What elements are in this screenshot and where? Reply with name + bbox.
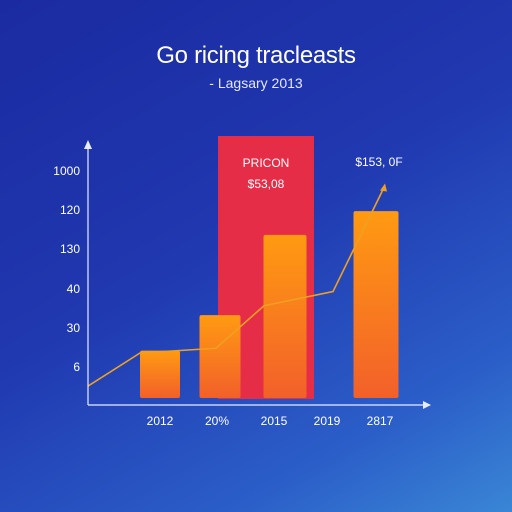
chart-title: Go ricing tracleasts [156, 42, 356, 69]
y-tick-label: 120 [60, 203, 80, 217]
trend-line-arrowhead [380, 183, 387, 192]
x-tick-label: 2817 [367, 414, 394, 428]
y-tick-label: 30 [67, 321, 81, 335]
y-tick-label: 6 [73, 360, 80, 374]
bar-2012 [140, 350, 180, 398]
x-tick-label: 2019 [314, 414, 341, 428]
bar-20% [199, 315, 241, 398]
peak-annotation: $153, 0F [355, 155, 402, 169]
y-tick-label: 130 [60, 242, 80, 256]
bar-2817 [353, 211, 399, 398]
highlight-value-label: $53,08 [248, 177, 285, 191]
y-axis-arrowhead [84, 140, 92, 149]
highlight-label: PRICON [243, 156, 290, 170]
chart-subtitle: - Lagsary 2013 [209, 75, 303, 91]
trend-line [87, 187, 385, 387]
x-tick-label: 2015 [261, 414, 288, 428]
y-tick-label: 40 [67, 282, 81, 296]
bar-2015 [263, 234, 307, 398]
x-axis-arrowhead [423, 401, 431, 409]
y-tick-label: 1000 [53, 164, 80, 178]
x-tick-label: 2012 [147, 414, 174, 428]
x-tick-label: 20% [205, 414, 229, 428]
